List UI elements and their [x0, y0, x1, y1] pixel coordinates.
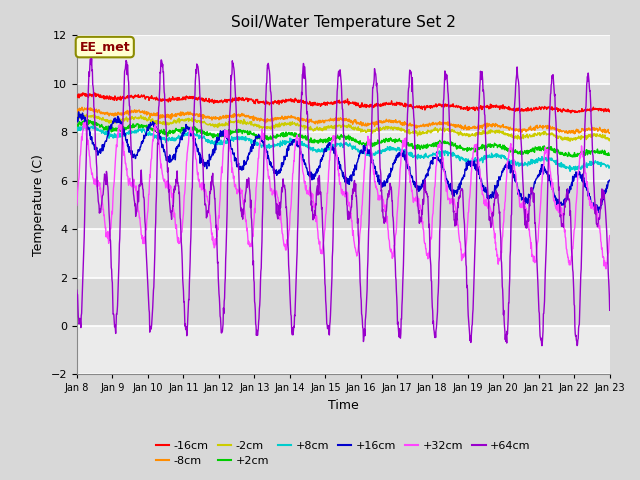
+64cm: [179, 277, 186, 283]
+8cm: [179, 133, 186, 139]
Legend: -16cm, -8cm, -2cm, +2cm, +8cm, +16cm, +32cm, +64cm: -16cm, -8cm, -2cm, +2cm, +8cm, +16cm, +3…: [152, 436, 535, 470]
-8cm: [179, 109, 186, 115]
Bar: [77, 229, 610, 277]
Y-axis label: Temperature (C): Temperature (C): [32, 154, 45, 256]
+2cm: [179, 126, 186, 132]
+64cm: [88, 56, 95, 61]
+32cm: [81, 120, 89, 125]
+64cm: [252, 307, 259, 313]
-2cm: [83, 111, 91, 117]
+8cm: [252, 137, 259, 143]
+8cm: [81, 123, 89, 129]
+2cm: [73, 123, 81, 129]
Title: Soil/Water Temperature Set 2: Soil/Water Temperature Set 2: [231, 15, 456, 30]
+32cm: [192, 156, 200, 162]
-2cm: [179, 117, 186, 122]
Text: EE_met: EE_met: [79, 41, 130, 54]
-2cm: [192, 118, 200, 124]
Line: +16cm: +16cm: [77, 112, 610, 213]
+16cm: [179, 133, 186, 139]
-2cm: [73, 113, 81, 119]
+32cm: [602, 266, 610, 272]
+32cm: [543, 150, 550, 156]
+16cm: [73, 119, 81, 125]
-8cm: [426, 122, 434, 128]
-8cm: [606, 131, 614, 136]
+16cm: [496, 176, 504, 181]
+8cm: [543, 158, 550, 164]
Line: +2cm: +2cm: [77, 120, 610, 157]
Bar: [77, 36, 610, 84]
-8cm: [571, 131, 579, 137]
+16cm: [75, 109, 83, 115]
-16cm: [426, 103, 434, 109]
+2cm: [543, 147, 550, 153]
-16cm: [90, 90, 98, 96]
+64cm: [538, 343, 546, 348]
Line: +32cm: +32cm: [77, 122, 610, 269]
+2cm: [569, 154, 577, 160]
-8cm: [252, 116, 259, 121]
+16cm: [543, 171, 550, 177]
+8cm: [496, 154, 504, 160]
+32cm: [606, 233, 614, 239]
-16cm: [543, 107, 550, 112]
+8cm: [606, 165, 614, 170]
-2cm: [543, 132, 550, 137]
+8cm: [426, 153, 434, 158]
-16cm: [73, 94, 81, 100]
+32cm: [426, 241, 434, 247]
+16cm: [252, 138, 259, 144]
-8cm: [78, 104, 86, 110]
+2cm: [426, 142, 434, 148]
Bar: [77, 326, 610, 374]
-16cm: [606, 109, 614, 115]
+8cm: [192, 132, 200, 137]
+2cm: [606, 152, 614, 158]
+32cm: [496, 256, 504, 262]
+16cm: [426, 162, 434, 168]
+2cm: [496, 144, 504, 150]
-2cm: [252, 122, 259, 128]
+64cm: [73, 287, 81, 293]
-16cm: [192, 96, 200, 102]
-8cm: [192, 113, 200, 119]
-16cm: [496, 107, 504, 112]
+16cm: [595, 210, 602, 216]
-2cm: [426, 129, 434, 134]
+8cm: [73, 127, 81, 133]
+2cm: [84, 117, 92, 123]
+64cm: [192, 73, 200, 79]
+64cm: [606, 307, 614, 313]
-2cm: [566, 138, 574, 144]
+32cm: [179, 218, 186, 224]
+16cm: [606, 177, 614, 183]
-2cm: [496, 129, 504, 134]
-16cm: [252, 101, 259, 107]
Line: -2cm: -2cm: [77, 114, 610, 141]
-2cm: [606, 136, 614, 142]
+32cm: [252, 199, 259, 205]
+2cm: [252, 133, 259, 139]
Line: +8cm: +8cm: [77, 126, 610, 171]
Line: +64cm: +64cm: [77, 59, 610, 346]
Line: -8cm: -8cm: [77, 107, 610, 134]
+32cm: [73, 203, 81, 208]
-8cm: [496, 124, 504, 130]
X-axis label: Time: Time: [328, 399, 358, 412]
-8cm: [73, 109, 81, 115]
Line: -16cm: -16cm: [77, 93, 610, 113]
-16cm: [179, 97, 186, 103]
+64cm: [543, 209, 551, 215]
+64cm: [426, 253, 434, 259]
+16cm: [192, 140, 200, 146]
Bar: [77, 132, 610, 180]
+2cm: [192, 125, 200, 131]
+64cm: [496, 209, 504, 215]
-8cm: [543, 126, 550, 132]
-16cm: [567, 110, 575, 116]
+8cm: [566, 168, 574, 174]
